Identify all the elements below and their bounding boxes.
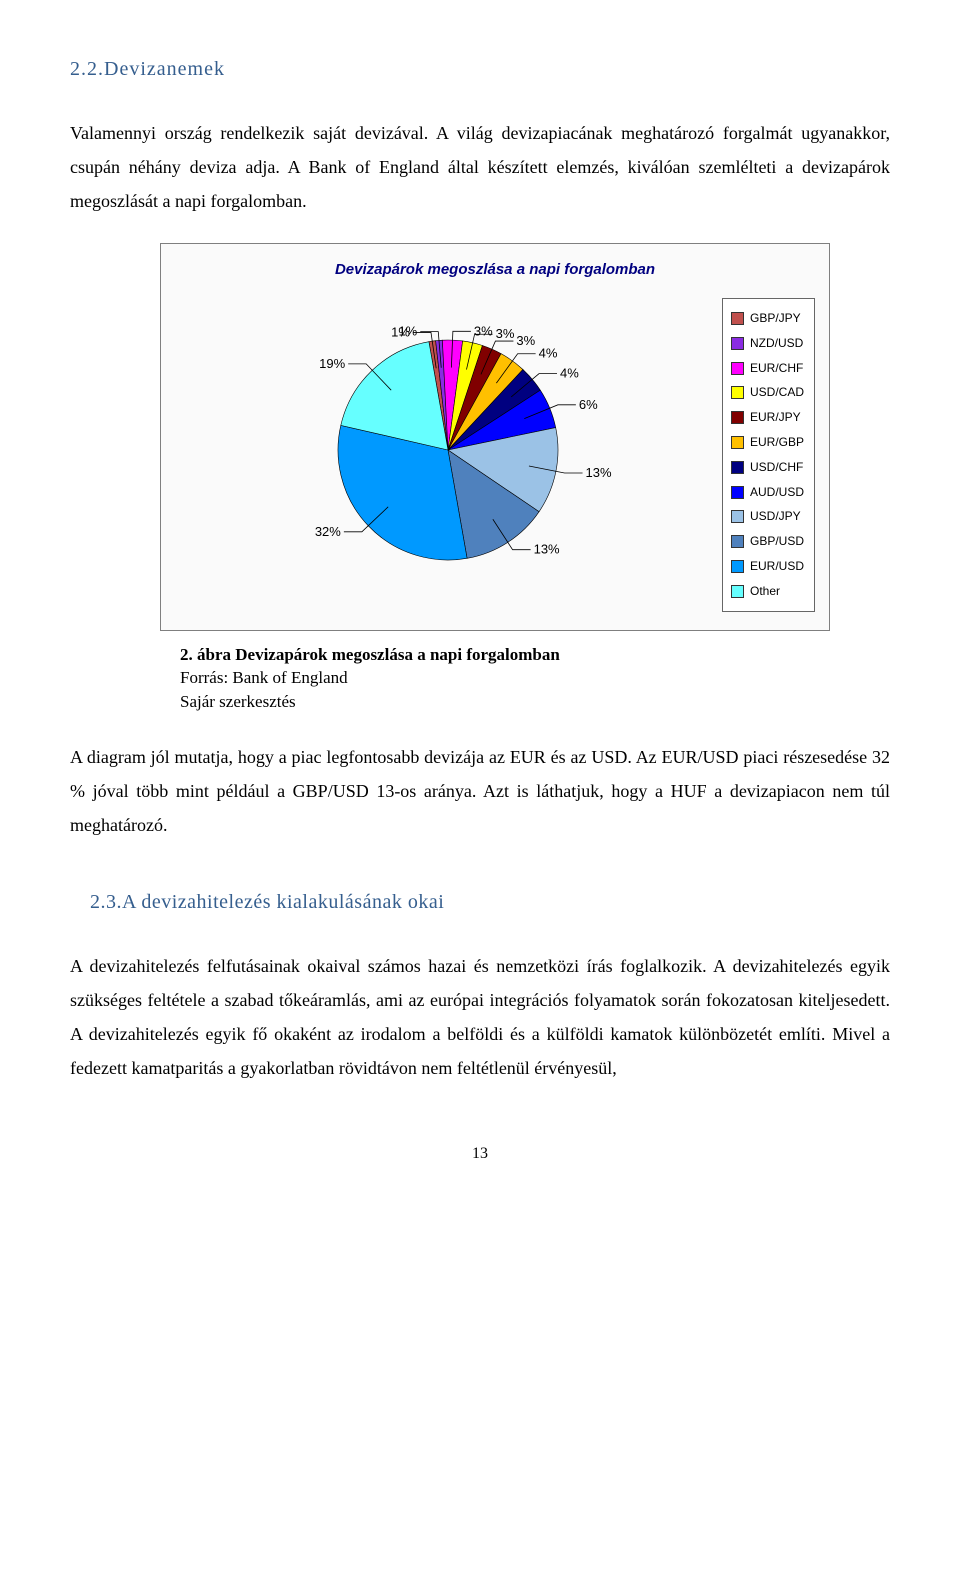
pie-label-usd-jpy: 13% (586, 465, 612, 480)
legend-label: EUR/USD (750, 555, 804, 578)
legend-label: GBP/JPY (750, 307, 801, 330)
legend-swatch (731, 337, 744, 350)
pie-label-eur-jpy: 3% (517, 333, 536, 348)
section-heading-2-3: 2.3.A devizahitelezés kialakulásának oka… (90, 883, 890, 921)
pie-svg: 1%1%3%3%3%4%4%6%13%13%32%19% (258, 310, 638, 600)
pie-label-eur-usd: 32% (315, 524, 341, 539)
pie-label-usd-chf: 4% (560, 365, 579, 380)
legend-swatch (731, 436, 744, 449)
legend-item-eur-gbp: EUR/GBP (731, 431, 804, 454)
legend-label: USD/JPY (750, 505, 801, 528)
legend-label: Other (750, 580, 780, 603)
section-heading-2-2: 2.2.Devizanemek (70, 50, 890, 88)
legend-item-usd-jpy: USD/JPY (731, 505, 804, 528)
legend-item-eur-chf: EUR/CHF (731, 357, 804, 380)
chart-title: Devizapárok megoszlása a napi forgalomba… (175, 256, 815, 285)
legend-label: EUR/JPY (750, 406, 801, 429)
pie-label-nzd-usd: 1% (399, 323, 418, 338)
chart-legend: GBP/JPYNZD/USDEUR/CHFUSD/CADEUR/JPYEUR/G… (722, 298, 815, 612)
legend-swatch (731, 585, 744, 598)
pie-label-aud-usd: 6% (579, 397, 598, 412)
caption-line-3: Sajár szerkesztés (180, 690, 890, 714)
legend-label: GBP/USD (750, 530, 804, 553)
paragraph-1: Valamennyi ország rendelkezik saját devi… (70, 116, 890, 219)
legend-label: AUD/USD (750, 481, 804, 504)
legend-swatch (731, 411, 744, 424)
legend-swatch (731, 461, 744, 474)
legend-label: NZD/USD (750, 332, 803, 355)
legend-swatch (731, 560, 744, 573)
legend-swatch (731, 362, 744, 375)
pie-label-gbp-usd: 13% (534, 542, 560, 557)
paragraph-3: A devizahitelezés felfutásainak okaival … (70, 949, 890, 1086)
legend-swatch (731, 386, 744, 399)
chart-caption: 2. ábra Devizapárok megoszlása a napi fo… (180, 643, 890, 714)
caption-line-2: Forrás: Bank of England (180, 666, 890, 690)
pie-label-eur-chf: 3% (474, 323, 493, 338)
legend-label: USD/CAD (750, 381, 804, 404)
legend-swatch (731, 312, 744, 325)
chart-container: Devizapárok megoszlása a napi forgalomba… (160, 243, 830, 631)
page-number: 13 (70, 1139, 890, 1169)
legend-item-aud-usd: AUD/USD (731, 481, 804, 504)
legend-swatch (731, 486, 744, 499)
legend-item-usd-cad: USD/CAD (731, 381, 804, 404)
legend-item-other: Other (731, 580, 804, 603)
pie-label-eur-gbp: 4% (539, 346, 558, 361)
pie-chart: 1%1%3%3%3%4%4%6%13%13%32%19% (175, 310, 722, 600)
paragraph-2: A diagram jól mutatja, hogy a piac legfo… (70, 740, 890, 843)
legend-item-gbp-jpy: GBP/JPY (731, 307, 804, 330)
legend-item-eur-jpy: EUR/JPY (731, 406, 804, 429)
legend-label: EUR/CHF (750, 357, 803, 380)
legend-swatch (731, 535, 744, 548)
pie-label-usd-cad: 3% (496, 326, 515, 341)
pie-label-other: 19% (320, 356, 346, 371)
chart-row: 1%1%3%3%3%4%4%6%13%13%32%19% GBP/JPYNZD/… (175, 298, 815, 612)
legend-label: USD/CHF (750, 456, 803, 479)
legend-item-usd-chf: USD/CHF (731, 456, 804, 479)
legend-item-gbp-usd: GBP/USD (731, 530, 804, 553)
legend-label: EUR/GBP (750, 431, 804, 454)
caption-line-1: 2. ábra Devizapárok megoszlása a napi fo… (180, 643, 890, 667)
legend-item-eur-usd: EUR/USD (731, 555, 804, 578)
legend-item-nzd-usd: NZD/USD (731, 332, 804, 355)
legend-swatch (731, 510, 744, 523)
